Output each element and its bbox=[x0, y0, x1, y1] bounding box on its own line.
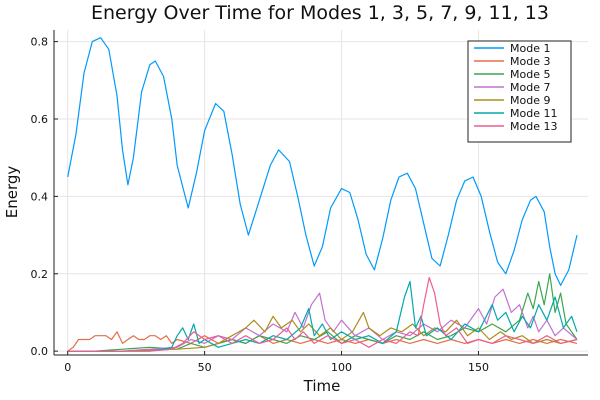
y-tick-label: 0.6 bbox=[31, 113, 49, 126]
legend-label: Mode 3 bbox=[510, 55, 550, 68]
x-tick-label: 150 bbox=[468, 361, 489, 374]
legend-label: Mode 9 bbox=[510, 94, 550, 107]
legend-label: Mode 1 bbox=[510, 42, 550, 55]
series-line-mode-13 bbox=[67, 277, 578, 352]
x-tick-label: 100 bbox=[331, 361, 352, 374]
y-axis-label: Energy bbox=[3, 166, 21, 219]
legend-label: Mode 11 bbox=[510, 107, 557, 120]
y-tick-label: 0.4 bbox=[31, 190, 49, 203]
legend-label: Mode 5 bbox=[510, 68, 550, 81]
y-tick-label: 0.2 bbox=[31, 268, 49, 281]
legend-label: Mode 7 bbox=[510, 81, 550, 94]
series-line-mode-7 bbox=[67, 288, 578, 352]
series-line-mode-1 bbox=[67, 37, 578, 286]
x-axis-label: Time bbox=[303, 377, 341, 395]
chart-title: Energy Over Time for Modes 1, 3, 5, 7, 9… bbox=[91, 2, 549, 24]
series-line-mode-11 bbox=[67, 280, 578, 352]
legend-box bbox=[467, 40, 572, 143]
x-tick-label: 0 bbox=[64, 361, 71, 374]
axes: 0 50 100 150 0.0 0.2 0.4 0.6 0.8 bbox=[31, 30, 588, 374]
series-lines bbox=[67, 37, 578, 352]
legend-label: Mode 13 bbox=[510, 120, 557, 133]
x-tick-label: 50 bbox=[198, 361, 212, 374]
series-line-mode-9 bbox=[67, 311, 578, 352]
y-tick-label: 0.8 bbox=[31, 36, 49, 49]
y-tick-label: 0.0 bbox=[31, 345, 49, 358]
